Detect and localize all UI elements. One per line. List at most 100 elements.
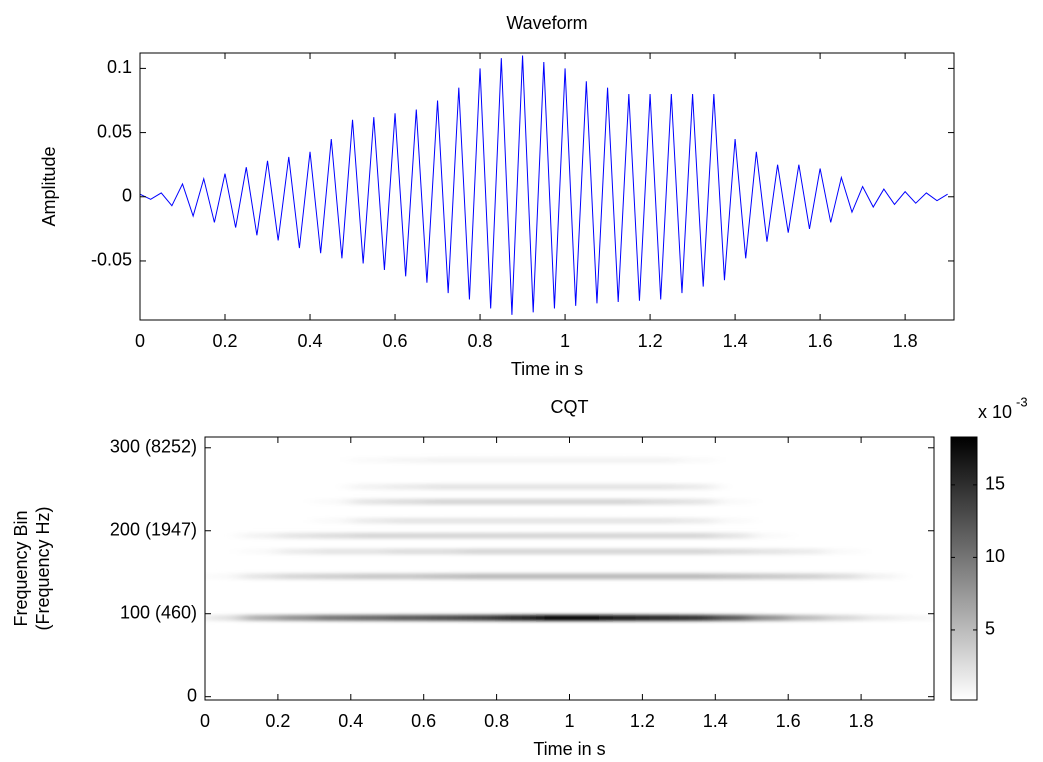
axes: CQT Time in s Frequency Bin (Frequency Hz) 5…: [11, 394, 1028, 758]
heatmap-cell: [715, 614, 753, 621]
heatmap-cell: [678, 532, 716, 539]
heatmap-cell: [788, 573, 826, 580]
heatmap-cell: [387, 517, 425, 524]
heatmap-cell: [205, 548, 242, 555]
heatmap-cell: [460, 517, 498, 524]
colorbar-label: x 10: [978, 402, 1012, 422]
heatmap-cell: [241, 517, 279, 524]
y-tick-label: 0: [187, 685, 197, 705]
y-axis-label: Amplitude: [39, 146, 59, 226]
heatmap-cell: [350, 483, 388, 490]
x-tick-label: 1.8: [849, 711, 874, 731]
heatmap-cell: [423, 483, 461, 490]
heatmap-cell: [678, 548, 716, 555]
heatmap-cell: [533, 517, 570, 524]
colorbar-tick-label: 5: [985, 619, 995, 639]
heatmap-cell: [277, 548, 315, 555]
heatmap-cell: [715, 483, 753, 490]
x-tick-label: 0.4: [338, 711, 363, 731]
x-tick-label: 1: [564, 711, 574, 731]
heatmap-cell: [569, 483, 607, 490]
colorbar: [950, 436, 978, 701]
heatmap-cell: [751, 532, 789, 539]
heatmap-cell: [861, 517, 899, 524]
heatmap-cell: [751, 548, 789, 555]
x-tick-label: 0: [200, 711, 210, 731]
heatmap-cell: [423, 498, 461, 505]
heatmap-cell: [241, 498, 279, 505]
heatmap-cell: [824, 532, 862, 539]
x-tick-label: 0.4: [298, 331, 323, 351]
colorbar-tick-label: 15: [985, 474, 1005, 494]
x-tick-label: 1.6: [808, 331, 833, 351]
heatmap-cell: [715, 573, 753, 580]
heatmap-cell: [569, 517, 607, 524]
heatmap-cell: [387, 457, 425, 464]
heatmap-cell: [277, 517, 315, 524]
heatmap-cell: [788, 498, 826, 505]
heatmap-cell: [788, 614, 826, 621]
heatmap-cell: [496, 483, 534, 490]
heatmap-cell: [788, 548, 826, 555]
x-tick-label: 0: [135, 331, 145, 351]
heatmap-cell: [205, 532, 242, 539]
heatmap-cell: [314, 548, 352, 555]
heatmap-cell: [605, 614, 643, 621]
heatmap-cell: [241, 614, 279, 621]
heatmap-cell: [678, 498, 716, 505]
heatmap-cell: [241, 483, 279, 490]
heatmap-cell: [824, 548, 862, 555]
x-axis-label: Time in s: [511, 359, 583, 379]
heatmap-cell: [788, 517, 826, 524]
heatmap-cell: [205, 517, 242, 524]
x-tick-label: 0.6: [411, 711, 436, 731]
y-tick-label: 200 (1947): [110, 520, 197, 540]
x-tick-label: 1.2: [630, 711, 655, 731]
y-tick-label: 0.1: [107, 57, 132, 77]
heatmap-cell: [751, 498, 789, 505]
x-tick-label: 1.8: [893, 331, 918, 351]
heatmap-cell: [788, 532, 826, 539]
colorbar-tick-label: 10: [985, 546, 1005, 566]
x-tick-label: 0.2: [265, 711, 290, 731]
heatmap-cell: [897, 614, 934, 621]
heatmap-cell: [569, 614, 607, 621]
heatmap-cell: [678, 483, 716, 490]
heatmap-cell: [751, 517, 789, 524]
heatmap-cell: [496, 548, 534, 555]
heatmap-cell: [460, 483, 498, 490]
heatmap-cell: [423, 457, 461, 464]
heatmap-cell: [605, 548, 643, 555]
heatmap-cell: [460, 573, 498, 580]
heatmap-cell: [277, 532, 315, 539]
heatmap-cell: [277, 457, 315, 464]
heatmap-cell: [642, 483, 680, 490]
heatmap-cell: [861, 483, 899, 490]
heatmap-cell: [861, 614, 899, 621]
heatmap-cell: [314, 614, 352, 621]
heatmap-cell: [897, 517, 934, 524]
x-axis-label: Time in s: [533, 739, 605, 759]
heatmap-cell: [824, 483, 862, 490]
heatmap-cell: [205, 483, 242, 490]
heatmap-cell: [605, 483, 643, 490]
y-axis-label: (Frequency Hz): [33, 506, 53, 630]
heatmap-cell: [277, 573, 315, 580]
heatmap-cell: [423, 614, 461, 621]
heatmap-cell: [533, 457, 570, 464]
heatmap-cell: [350, 517, 388, 524]
heatmap-cell: [861, 548, 899, 555]
heatmap-cell: [824, 573, 862, 580]
heatmap-cell: [277, 614, 315, 621]
y-tick-label: 100 (460): [120, 602, 197, 622]
heatmap-cell: [350, 614, 388, 621]
heatmap-cell: [569, 457, 607, 464]
heatmap-cell: [824, 498, 862, 505]
heatmap-cell: [350, 532, 388, 539]
heatmap-cell: [715, 498, 753, 505]
heatmap-cell: [605, 457, 643, 464]
heatmap: [205, 457, 934, 621]
colorbar-exponent: -3: [1016, 394, 1028, 409]
heatmap-cell: [897, 573, 934, 580]
